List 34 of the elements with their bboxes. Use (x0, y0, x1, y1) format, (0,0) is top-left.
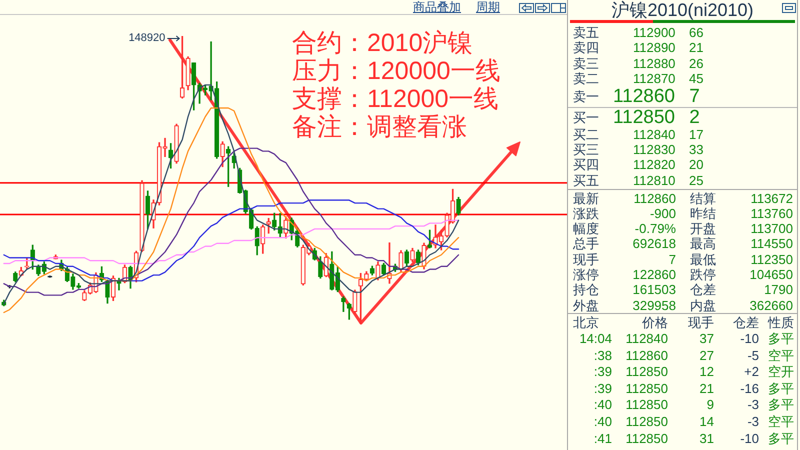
annotation: 合约：2010沪镍 (292, 29, 473, 57)
text: 商品叠加 (413, 0, 461, 14)
text: 卖四 112890 21 (573, 40, 704, 56)
text: 买三 112830 33 (573, 142, 704, 157)
text: 涨跌 -900 昨结 113760 (573, 206, 793, 221)
text: 外盘 329958 内盘 362660 (573, 298, 793, 313)
text: 买四 112820 20 (573, 157, 704, 172)
text: 卖五 112900 66 (573, 25, 704, 40)
text: :40 112850 14 -3 空平 (594, 414, 794, 429)
text: 买二 112840 17 (573, 126, 704, 142)
text: 卖一 112860 7 (573, 86, 700, 107)
text: :41 112850 31 -10 多平 (594, 430, 794, 446)
text: 买一 112850 2 (573, 106, 700, 128)
text: 幅度 -0.79% 开盘 113700 (573, 221, 793, 236)
text: :40 112850 9 -3 多平 (594, 397, 794, 412)
annotation: 压力：120000一线 (292, 57, 500, 85)
text: 沪镍2010(ni2010) (611, 0, 754, 20)
text: 买五 112810 25 (573, 172, 704, 188)
text: 卖二 112870 45 (573, 71, 704, 86)
text: 总手 692618 最高 114550 (573, 236, 793, 252)
text: 持仓 161503 仓差 1790 (573, 282, 793, 298)
text: 现手 7 最低 112350 (573, 252, 793, 267)
annotation: 148920 (128, 32, 166, 44)
text: 卖三 112880 26 (573, 56, 704, 71)
text: :39 112850 12 +2 空开 (594, 364, 794, 380)
text: 14:04 112840 37 -10 多平 (579, 331, 794, 346)
annotation: 备注：调整看涨 (292, 113, 467, 141)
text: :39 112850 21 -16 多平 (594, 380, 794, 396)
text: 最新 112860 结算 113672 (573, 190, 793, 206)
text: 涨停 122860 跌停 104650 (573, 267, 793, 282)
annotation: 支撑：112000一线 (292, 85, 499, 113)
text: 北京 价格 现手 仓差 性质 (573, 315, 794, 330)
text: 周期 (476, 0, 500, 14)
text: :38 112860 27 -5 空平 (594, 348, 794, 363)
